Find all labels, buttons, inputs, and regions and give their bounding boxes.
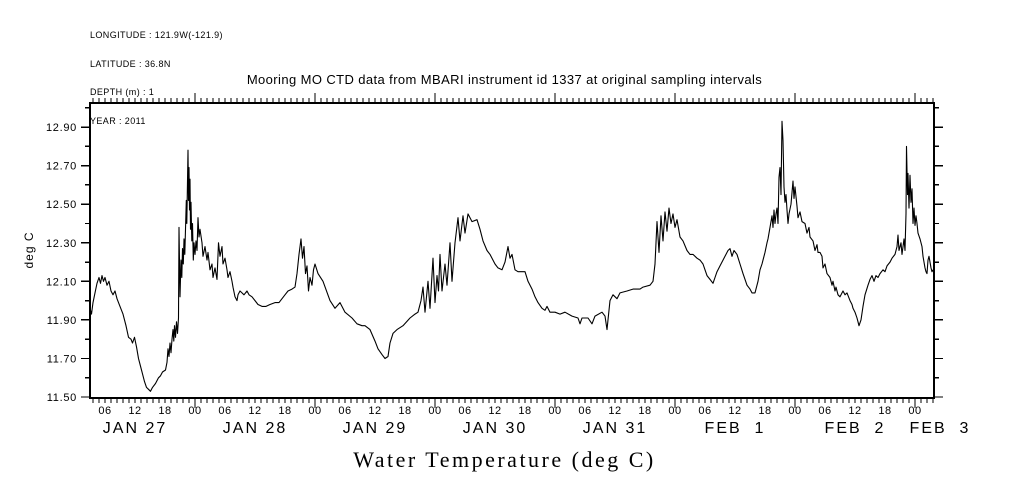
x-hour-label: 06 [578, 405, 591, 417]
page-title: Mooring MO CTD data from MBARI instrumen… [246, 72, 763, 87]
x-day-label: JAN 27 [103, 420, 167, 437]
x-hour-label: 18 [878, 405, 891, 417]
x-hour-label: 06 [338, 405, 351, 417]
x-hour-label: 12 [608, 405, 621, 417]
x-day-label: JAN 28 [223, 420, 287, 437]
x-hour-label: 06 [458, 405, 471, 417]
meta-depth: DEPTH (m) : 1 [90, 87, 155, 97]
x-hour-label: 12 [368, 405, 381, 417]
meta-latitude: LATITUDE : 36.8N [90, 58, 171, 69]
meta-longitude: LONGITUDE : 121.9W(-121.9) [90, 30, 223, 40]
y-tick-label: 12.70 [46, 161, 77, 173]
x-day-label: JAN 29 [343, 420, 407, 437]
x-hour-label: 18 [758, 405, 771, 417]
x-hour-label: 18 [518, 405, 531, 417]
x-hour-label: 00 [188, 405, 201, 417]
x-hour-label: 12 [728, 405, 741, 417]
x-hour-label: 00 [908, 405, 921, 417]
x-hour-label: 18 [158, 405, 171, 417]
header-metadata: LONGITUDE : 121.9W(-121.9) LATITUDE : 36… [90, 12, 223, 145]
x-day-label: FEB 3 [910, 420, 971, 437]
axis-ticks [81, 93, 943, 408]
x-hour-label: 18 [278, 405, 291, 417]
y-axis-title: deg C [22, 231, 36, 268]
x-day-label: JAN 30 [463, 420, 527, 437]
x-day-label: FEB 1 [705, 420, 766, 437]
x-hour-label: 00 [548, 405, 561, 417]
y-tick-label: 12.50 [46, 199, 77, 211]
x-hour-label: 12 [248, 405, 261, 417]
x-axis-caption: Water Temperature (deg C) [353, 447, 656, 472]
meta-year: YEAR : 2011 [90, 115, 146, 126]
x-hour-label: 00 [308, 405, 321, 417]
x-hour-label: 12 [488, 405, 501, 417]
x-hour-label: 06 [218, 405, 231, 417]
x-hour-label: 06 [818, 405, 831, 417]
x-hour-label: 00 [668, 405, 681, 417]
y-tick-label: 12.10 [46, 276, 77, 288]
y-tick-label: 12.90 [46, 122, 77, 134]
x-day-label: FEB 2 [825, 420, 886, 437]
x-hour-label: 18 [638, 405, 651, 417]
axes [89, 102, 935, 399]
y-tick-label: 11.90 [47, 315, 77, 327]
y-tick-label: 11.50 [47, 392, 77, 404]
water-temperature-line [89, 120, 934, 392]
x-hour-label: 18 [398, 405, 411, 417]
x-hour-label: 06 [698, 405, 711, 417]
x-hour-label: 06 [98, 405, 111, 417]
axis-tick-labels: 11.50 11.70 11.90 12.10 12.30 12.50 12.70 12.90… [46, 122, 971, 437]
x-hour-label: 00 [428, 405, 441, 417]
x-hour-label: 12 [848, 405, 861, 417]
x-day-label: JAN 31 [583, 420, 647, 437]
x-hour-label: 12 [128, 405, 141, 417]
plot-border [89, 102, 935, 399]
y-tick-label: 11.70 [47, 353, 77, 365]
y-tick-label: 12.30 [46, 238, 77, 250]
x-hour-label: 00 [788, 405, 801, 417]
